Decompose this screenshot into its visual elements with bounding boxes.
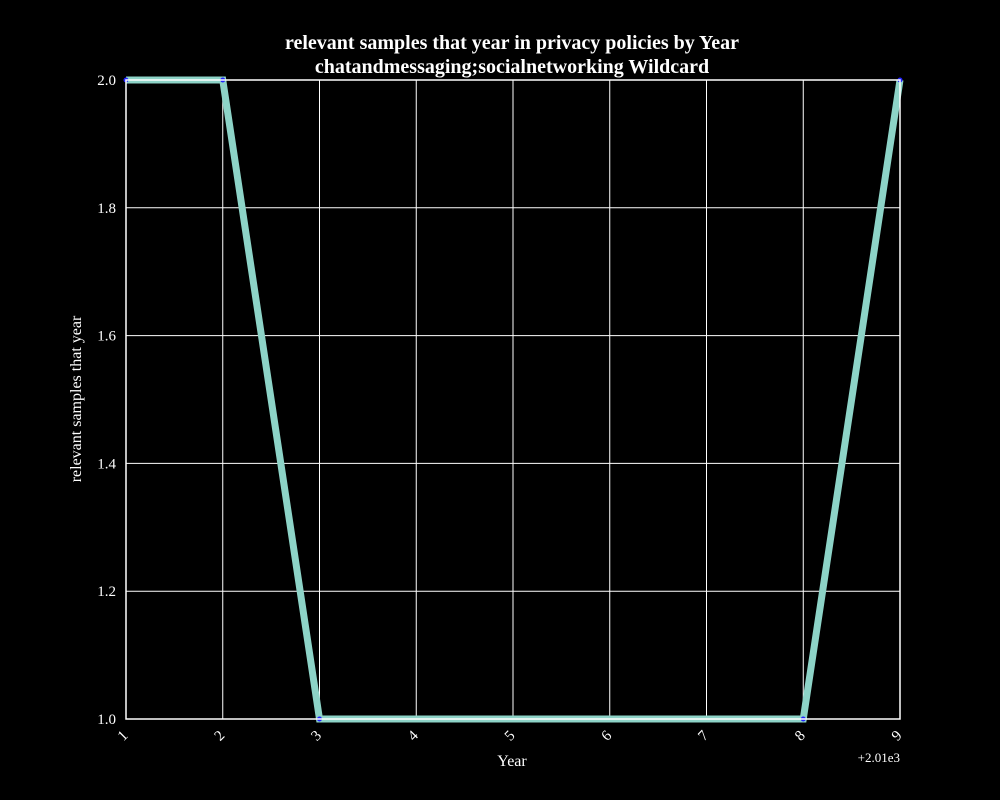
- plot-area-frame: [125, 79, 901, 720]
- x-tick-label: 4: [405, 728, 422, 745]
- y-tick-label: 1.4: [97, 456, 116, 472]
- y-tick-label: 1.2: [97, 584, 116, 600]
- x-tick-label: 2: [212, 728, 229, 745]
- x-tick-label: 5: [502, 728, 519, 745]
- y-tick-label: 1.8: [97, 201, 116, 217]
- chart-title: relevant samples that year in privacy po…: [285, 32, 739, 54]
- x-tick-label: 9: [889, 728, 906, 745]
- chart-subtitle: chatandmessaging;socialnetworking Wildca…: [315, 56, 709, 78]
- x-tick-label: 6: [599, 728, 616, 745]
- x-tick-label: 1: [115, 728, 132, 745]
- grid: [125, 79, 901, 720]
- y-tick-label: 2.0: [97, 73, 116, 89]
- x-tick-label: 7: [695, 728, 712, 745]
- x-tick-label: 3: [308, 728, 325, 745]
- y-tick-label: 1.6: [97, 329, 116, 345]
- y-tick-label: 1.0: [97, 712, 116, 728]
- x-axis-label: Year: [497, 753, 527, 770]
- x-axis-offset-label: +2.01e3: [858, 750, 900, 765]
- tick-labels: 1 2 3 4 5 6 7 8 9 1.0 1.2 1.4 1.6 1.8 2.0: [97, 73, 905, 744]
- y-axis-label: relevant samples that year: [68, 315, 85, 482]
- x-tick-label: 8: [792, 728, 809, 745]
